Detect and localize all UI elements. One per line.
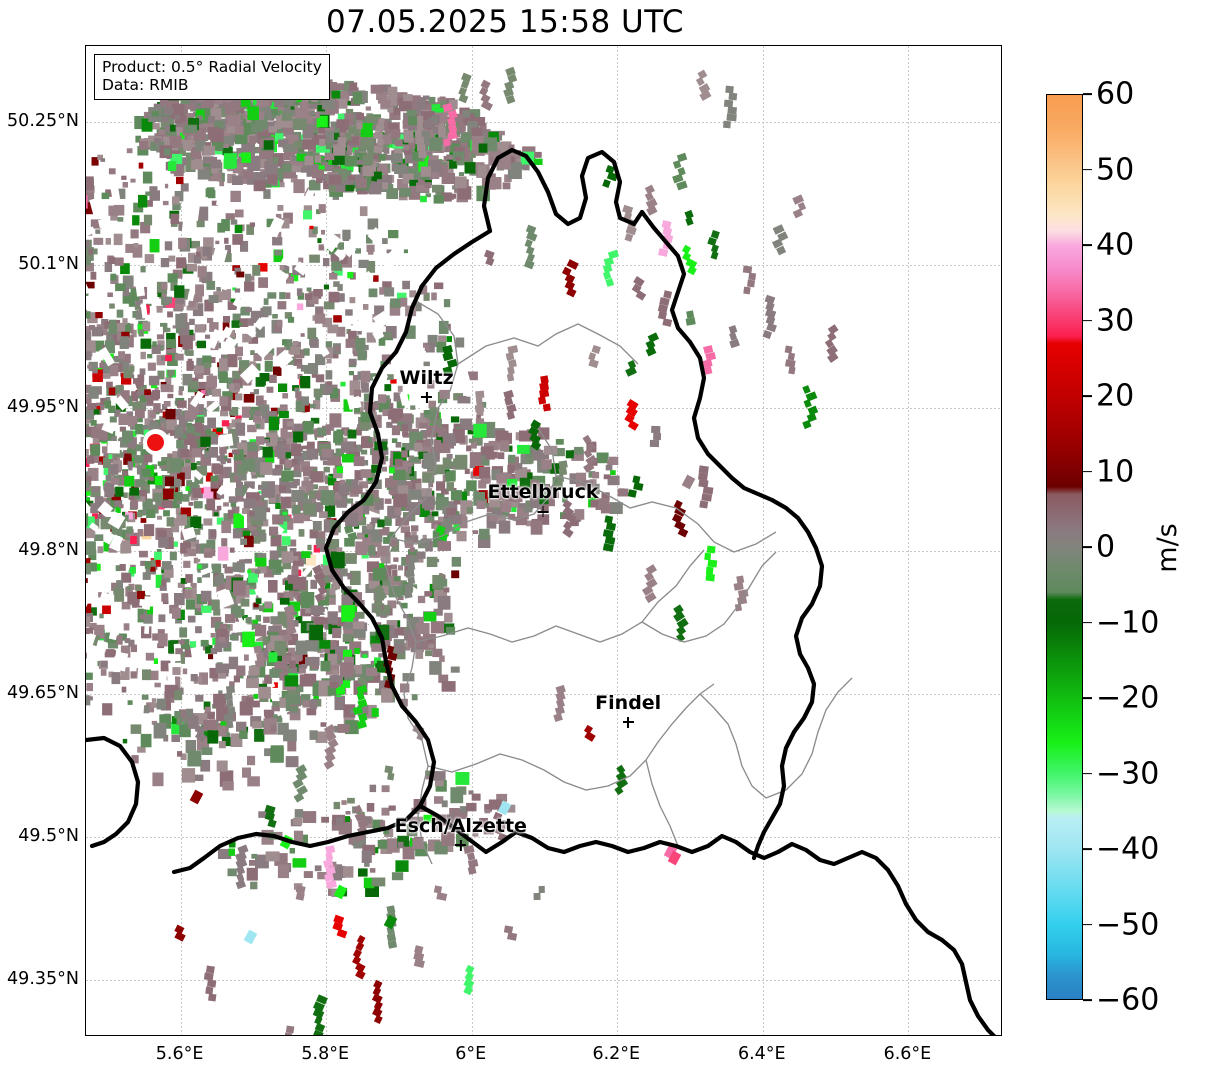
y-tick-label-3: 49.8°N bbox=[18, 540, 79, 560]
colorbar-tick-8 bbox=[1083, 697, 1092, 699]
city-cross-marker bbox=[488, 504, 599, 518]
gridline-lon-3 bbox=[617, 46, 619, 1035]
colorbar-tick-label-12: −60 bbox=[1096, 982, 1160, 1018]
radar-echo-layer bbox=[86, 66, 839, 1035]
colorbar-tick-label-5: 10 bbox=[1096, 454, 1135, 489]
colorbar-tick-10 bbox=[1083, 848, 1092, 850]
y-tick-label-2: 49.95°N bbox=[7, 397, 79, 418]
colorbar-tick-label-9: −30 bbox=[1096, 756, 1160, 791]
gridline-lat-0 bbox=[86, 122, 1001, 124]
city-name-text: Ettelbruck bbox=[487, 481, 599, 504]
colorbar[interactable]: 60 50 40 30 20 10 0 −10 −20 −30 −40 −50 −60 bbox=[1046, 77, 1159, 1018]
colorbar-tick-2 bbox=[1083, 244, 1092, 246]
map-vector-layer bbox=[86, 66, 996, 1035]
city-label-esch-alzette: Esch/Alzette bbox=[395, 815, 527, 852]
x-tick-label-1: 5.8°E bbox=[301, 1044, 350, 1064]
colorbar-tick-7 bbox=[1083, 621, 1092, 624]
gridline-lat-6 bbox=[86, 979, 1001, 981]
gridline-lat-4 bbox=[86, 694, 1001, 695]
y-tick-label-6: 49.35°N bbox=[7, 968, 79, 989]
colorbar-tick-label-2: 40 bbox=[1096, 227, 1135, 263]
gridline-lat-3 bbox=[86, 551, 1001, 552]
city-cross-marker bbox=[595, 715, 661, 729]
city-label-findel: Findel bbox=[595, 692, 661, 729]
internal-boundaries bbox=[385, 300, 853, 865]
gridline-lon-4 bbox=[762, 46, 764, 1035]
map-clip: Product: 0.5° Radial Velocity Data: RMIB… bbox=[86, 46, 1001, 1035]
colorbar-tick-0 bbox=[1083, 93, 1092, 95]
colorbar-tick-3 bbox=[1083, 319, 1092, 322]
x-tick-label-5: 6.6°E bbox=[883, 1044, 932, 1064]
colorbar-tick-label-11: −50 bbox=[1096, 907, 1160, 942]
gridline-lon-1 bbox=[326, 46, 328, 1035]
gridline-lat-1 bbox=[86, 265, 1001, 267]
colorbar-tick-9 bbox=[1083, 772, 1092, 775]
info-product-line: Product: 0.5° Radial Velocity bbox=[102, 58, 322, 76]
city-cross-marker bbox=[395, 838, 527, 852]
colorbar-tick-label-3: 30 bbox=[1096, 303, 1135, 338]
colorbar-unit-label: m/s bbox=[1152, 523, 1183, 573]
y-tick-label-1: 50.1°N bbox=[18, 254, 79, 275]
gridline-lon-2 bbox=[471, 46, 473, 1035]
colorbar-tick-label-6: 0 bbox=[1096, 529, 1116, 565]
x-tick-label-4: 6.4°E bbox=[737, 1044, 786, 1064]
colorbar-tick-1 bbox=[1083, 168, 1092, 171]
colorbar-tick-label-4: 20 bbox=[1096, 378, 1135, 414]
info-data-line: Data: RMIB bbox=[102, 76, 189, 95]
gridline-lat-5 bbox=[86, 836, 1001, 838]
colorbar-tick-label-10: −40 bbox=[1096, 831, 1160, 867]
colorbar-tick-label-0: 60 bbox=[1096, 76, 1135, 112]
x-tick-label-2: 6°E bbox=[455, 1044, 487, 1064]
y-axis-ticks: 50.25°N 50.1°N 49.95°N 49.8°N 49.65°N 49.5°N 4… bbox=[0, 45, 80, 1036]
city-cross-marker bbox=[400, 390, 454, 404]
page-title: 07.05.2025 15:58 UTC bbox=[326, 4, 684, 40]
x-tick-label-0: 5.6°E bbox=[155, 1044, 204, 1064]
city-name-text: Wiltz bbox=[399, 366, 454, 389]
x-axis-ticks: 5.6°E 5.8°E 6°E 6.2°E 6.4°E 6.6°E bbox=[85, 1038, 1002, 1078]
national-borders bbox=[86, 147, 996, 1035]
colorbar-tick-label-7: −10 bbox=[1096, 605, 1160, 640]
city-name-text: Findel bbox=[595, 691, 662, 714]
colorbar-tick-4 bbox=[1083, 395, 1092, 397]
x-tick-label-3: 6.2°E bbox=[592, 1044, 641, 1064]
colorbar-tick-label-1: 50 bbox=[1096, 152, 1135, 187]
colorbar-segments bbox=[1047, 95, 1082, 999]
colorbar-tick-label-8: −20 bbox=[1096, 680, 1160, 716]
colorbar-tick-12 bbox=[1083, 999, 1092, 1001]
colorbar-gradient bbox=[1046, 94, 1083, 1000]
city-name-text: Esch/Alzette bbox=[394, 814, 527, 837]
gridline-lon-0 bbox=[180, 46, 182, 1035]
radar-site-dot bbox=[147, 433, 165, 451]
y-tick-label-0: 50.25°N bbox=[7, 111, 79, 132]
city-label-ettelbruck: Ettelbruck bbox=[487, 481, 599, 518]
colorbar-tick-11 bbox=[1083, 923, 1092, 926]
radar-map-panel[interactable]: Product: 0.5° Radial Velocity Data: RMIB… bbox=[85, 45, 1002, 1036]
colorbar-tick-5 bbox=[1083, 470, 1092, 473]
gridline-lon-5 bbox=[908, 46, 910, 1035]
y-tick-label-4: 49.65°N bbox=[7, 683, 79, 703]
colorbar-tick-6 bbox=[1083, 546, 1092, 548]
city-label-wiltz: Wiltz bbox=[400, 367, 454, 404]
product-info-box: Product: 0.5° Radial Velocity Data: RMIB bbox=[94, 54, 330, 100]
y-tick-label-5: 49.5°N bbox=[18, 825, 79, 846]
